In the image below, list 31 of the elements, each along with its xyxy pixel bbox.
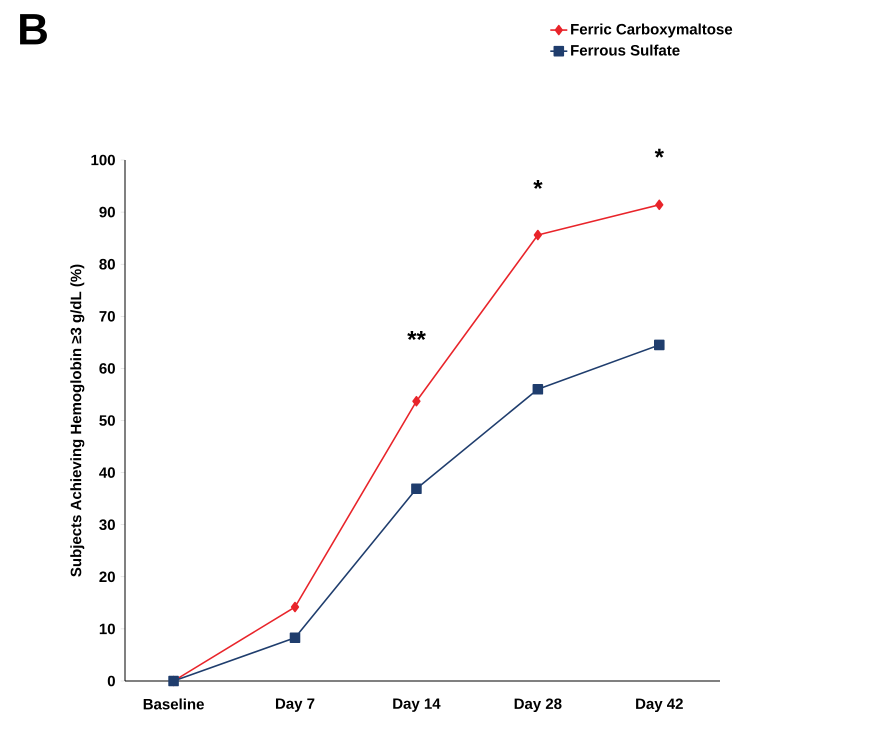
y-tick-label: 10 [100, 624, 115, 634]
y-axis-title: Subjects Achieving Hemoglobin ≥3 g/dL (%) [70, 264, 84, 577]
point [412, 396, 421, 407]
y-tick-label: 70 [100, 310, 115, 322]
x-tick-label: Day 14 [393, 698, 441, 712]
point [655, 200, 664, 210]
y-tick-label: 80 [99, 258, 115, 270]
point [532, 384, 544, 395]
point [654, 340, 665, 350]
point [534, 230, 542, 240]
y-tick-label: 90 [99, 206, 115, 218]
annotation: * [533, 180, 543, 189]
y-tick-label: 30 [99, 519, 115, 530]
text: B [20, 14, 47, 44]
point [290, 632, 300, 644]
y-tick-label: 60 [99, 363, 115, 374]
y-tick-label: 100 [91, 154, 115, 166]
y-tick-label: 0 [108, 676, 115, 686]
y-tick-label: 40 [99, 467, 115, 478]
x-tick-label: Day 7 [276, 698, 314, 712]
annotation: ** [407, 331, 426, 340]
point [411, 483, 422, 494]
y-tick-label: 50 [99, 415, 115, 426]
x-tick-label: Day 42 [636, 698, 683, 712]
legend-label: Ferrous Sulfate [571, 44, 680, 56]
text: * [654, 148, 664, 158]
x-tick-label: Baseline [144, 698, 204, 710]
legend-label: Ferric Carboxymaltose [571, 24, 732, 38]
point [290, 602, 300, 612]
x-tick-label: Day 28 [514, 698, 562, 712]
y-tick-label: 20 [99, 571, 115, 582]
